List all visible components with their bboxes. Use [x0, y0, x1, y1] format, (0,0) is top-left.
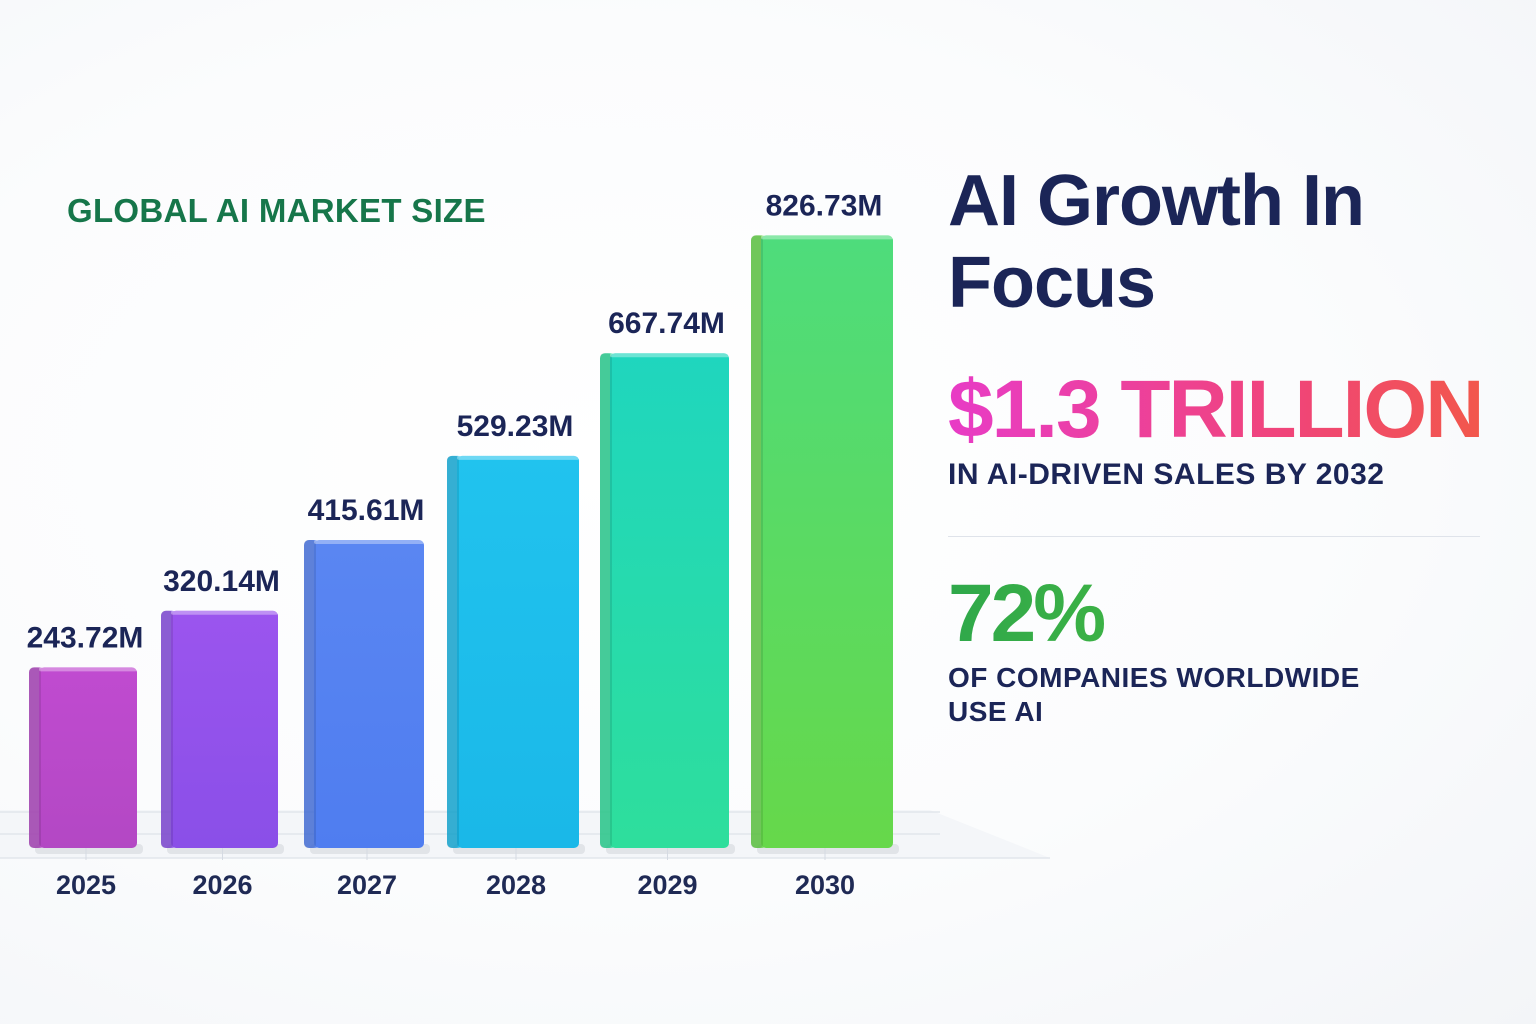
value-label: 826.73M — [766, 189, 883, 222]
bar-front — [171, 610, 278, 848]
value-label: 667.74M — [608, 307, 725, 340]
value-labels-group: 243.72M 320.14M 415.61M 529.23M 667.74M 826.7… — [27, 189, 883, 654]
x-tick-label: 2025 — [56, 870, 116, 900]
headline: AI Growth In Focus — [948, 161, 1365, 323]
stat-sales-value: $1.3 TRILLION — [948, 366, 1508, 454]
x-tick-label: 2028 — [486, 870, 546, 900]
bar-side-shade — [161, 610, 173, 848]
bar-front — [610, 353, 729, 848]
stat-adoption-caption: OF COMPANIES WORLDWIDE USE AI — [948, 662, 1360, 727]
bar-top-highlight — [761, 235, 893, 240]
bar-2026 — [161, 610, 284, 854]
bar-2027 — [304, 540, 430, 854]
value-label: 243.72M — [27, 621, 144, 654]
bar-side-shade — [447, 455, 459, 848]
value-label: 529.23M — [457, 410, 574, 443]
bar-top-highlight — [171, 610, 278, 615]
value-label: 320.14M — [163, 565, 280, 598]
bar-front — [761, 235, 893, 848]
bar-front — [39, 667, 137, 848]
bar-top-highlight — [314, 540, 424, 545]
bar-front — [457, 455, 579, 848]
stat-sales-caption: IN AI-DRIVEN SALES BY 2032 — [948, 458, 1385, 491]
bar-side-shade — [29, 667, 41, 848]
bar-side-shade — [600, 353, 612, 848]
bar-top-highlight — [457, 455, 579, 460]
bar-2030 — [751, 235, 899, 854]
bar-top-highlight — [39, 667, 137, 672]
stat-adoption-value: 72% — [948, 571, 1508, 657]
bar-side-shade — [304, 540, 316, 848]
x-tick-label: 2027 — [337, 870, 397, 900]
x-axis-tick-labels: 2025 2026 2027 2028 2029 2030 — [56, 848, 855, 900]
x-tick-label: 2029 — [637, 870, 697, 900]
chart-title: GLOBAL AI MARKET SIZE — [67, 192, 486, 229]
bar-side-shade — [751, 235, 763, 848]
bar-top-highlight — [610, 353, 729, 358]
bar-front — [314, 540, 424, 848]
x-tick-label: 2030 — [795, 870, 855, 900]
bar-2028 — [447, 455, 585, 854]
stats-panel: AI Growth In Focus $1.3 TRILLION IN AI-D… — [948, 160, 1508, 729]
x-tick-label: 2026 — [192, 870, 252, 900]
bar-2029 — [600, 353, 735, 854]
bar-2025 — [29, 667, 143, 854]
value-label: 415.61M — [308, 494, 425, 527]
divider — [948, 536, 1480, 537]
bars-group — [29, 235, 899, 854]
